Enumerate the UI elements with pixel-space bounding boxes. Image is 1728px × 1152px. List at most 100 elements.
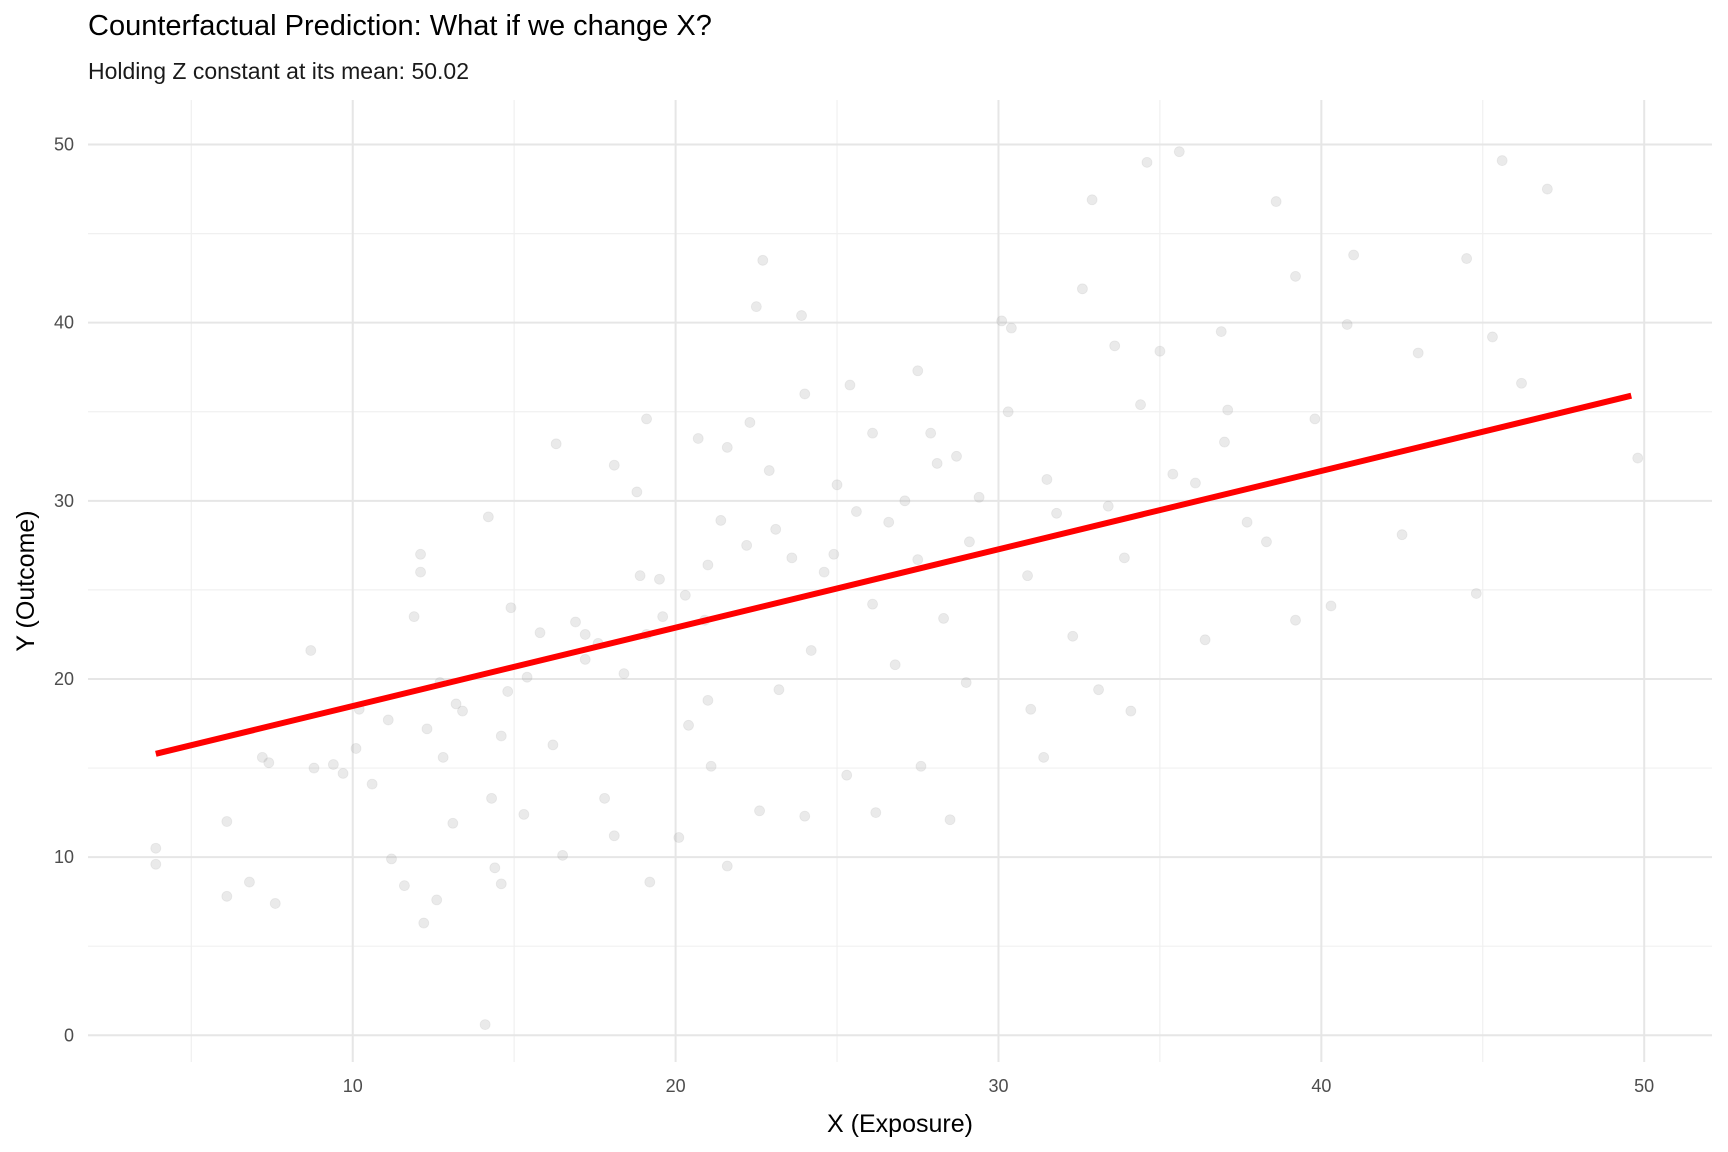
scatter-point bbox=[796, 310, 807, 321]
scatter-point bbox=[912, 554, 924, 566]
chart-subtitle: Holding Z constant at its mean: 50.02 bbox=[88, 58, 469, 84]
scatter-point bbox=[1516, 377, 1527, 389]
scatter-point bbox=[1219, 436, 1230, 448]
scatter-point bbox=[618, 668, 630, 680]
scatter-point bbox=[844, 379, 856, 391]
y-tick-label: 0 bbox=[64, 1025, 74, 1045]
scatter-point bbox=[486, 792, 497, 804]
y-tick-label: 30 bbox=[54, 491, 74, 511]
scatter-point bbox=[634, 570, 646, 582]
scatter-point bbox=[1109, 340, 1121, 352]
scatter-point bbox=[851, 506, 862, 517]
scatter-point bbox=[534, 627, 546, 639]
scatter-point bbox=[1141, 156, 1153, 168]
scatter-point bbox=[608, 459, 620, 471]
scatter-point bbox=[773, 684, 785, 696]
scatter-point bbox=[818, 566, 830, 578]
scatter-point bbox=[1093, 684, 1104, 696]
scatter-point bbox=[870, 807, 882, 818]
scatter-point bbox=[269, 898, 281, 909]
scatter-point bbox=[1632, 452, 1644, 464]
scatter-point bbox=[1396, 529, 1408, 541]
scatter-point bbox=[867, 598, 878, 610]
scatter-point bbox=[150, 842, 162, 854]
scatter-point bbox=[495, 730, 507, 742]
scatter-point bbox=[1290, 614, 1301, 626]
scatter-point bbox=[579, 653, 591, 665]
scatter-point bbox=[644, 876, 656, 888]
scatter-point bbox=[421, 723, 433, 735]
scatter-point bbox=[1167, 468, 1179, 480]
scatter-point bbox=[366, 778, 378, 790]
scatter-point bbox=[327, 759, 339, 770]
scatter-point bbox=[579, 629, 591, 640]
scatter-point bbox=[399, 880, 410, 892]
scatter-point bbox=[350, 743, 362, 754]
scatter-point bbox=[944, 814, 956, 826]
scatter-point bbox=[889, 659, 901, 671]
scatter-point bbox=[1461, 253, 1473, 264]
scatter-point bbox=[386, 853, 397, 865]
scatter-point bbox=[221, 816, 233, 827]
scatter-point bbox=[1002, 406, 1014, 418]
scatter-point bbox=[415, 566, 426, 578]
scatter-point bbox=[1041, 474, 1053, 485]
prediction-line-layer bbox=[155, 392, 1632, 757]
scatter-point bbox=[654, 573, 665, 585]
scatter-point bbox=[557, 849, 569, 861]
scatter-point bbox=[382, 714, 394, 726]
scatter-point bbox=[1038, 751, 1050, 763]
chart-title: Counterfactual Prediction: What if we ch… bbox=[88, 10, 712, 42]
scatter-point bbox=[244, 876, 255, 888]
scatter-point bbox=[1199, 634, 1211, 646]
scatter-point bbox=[973, 491, 985, 503]
scatter-point bbox=[805, 645, 817, 656]
scatter-point bbox=[479, 1019, 491, 1030]
scatter-point bbox=[705, 760, 717, 772]
scatter-point bbox=[256, 751, 268, 763]
scatter-point bbox=[150, 858, 162, 870]
tick-labels: 10 20 30 40 50 0 10 20 30 40 50 bbox=[54, 135, 1654, 1096]
scatter-point bbox=[757, 254, 769, 266]
scatter-point bbox=[912, 365, 924, 377]
scatter-point bbox=[996, 315, 1008, 327]
scatter-point bbox=[754, 805, 765, 817]
scatter-point bbox=[1154, 345, 1166, 357]
scatter-point bbox=[495, 878, 507, 890]
x-tick-label: 30 bbox=[988, 1076, 1008, 1096]
scatter-point bbox=[1290, 270, 1301, 282]
scatter-point bbox=[683, 719, 694, 731]
scatter-point bbox=[925, 427, 937, 439]
y-tick-label: 20 bbox=[54, 669, 74, 689]
scatter-point bbox=[431, 894, 443, 906]
scatter-point bbox=[482, 511, 494, 523]
scatter-point bbox=[657, 611, 669, 623]
scatter-point bbox=[337, 768, 349, 779]
scatter-point bbox=[1005, 322, 1017, 334]
scatter-point bbox=[1025, 703, 1037, 715]
scatter-point bbox=[1067, 630, 1079, 642]
scatter-point bbox=[1102, 500, 1114, 512]
scatter-point bbox=[308, 762, 320, 774]
scatter-point bbox=[1412, 347, 1424, 359]
scatter-point bbox=[547, 739, 559, 751]
scatter-point bbox=[763, 465, 775, 476]
scatter-point bbox=[770, 523, 782, 535]
scatter-point bbox=[786, 552, 798, 564]
scatter-point bbox=[938, 613, 949, 624]
scatter-point bbox=[221, 890, 233, 902]
scatter-point bbox=[570, 616, 581, 628]
scatter-point bbox=[692, 433, 704, 444]
scatter-point bbox=[521, 671, 533, 683]
scatter-point bbox=[502, 686, 514, 697]
y-tick-label: 40 bbox=[54, 313, 74, 333]
scatter-point bbox=[799, 810, 811, 822]
scatter-point bbox=[799, 388, 811, 400]
scatter-point bbox=[263, 757, 275, 769]
minor-gridlines bbox=[88, 100, 1712, 1062]
y-axis-title: Y (Outcome) bbox=[12, 510, 40, 651]
scatter-point bbox=[415, 548, 426, 560]
scatter-point bbox=[899, 495, 911, 507]
